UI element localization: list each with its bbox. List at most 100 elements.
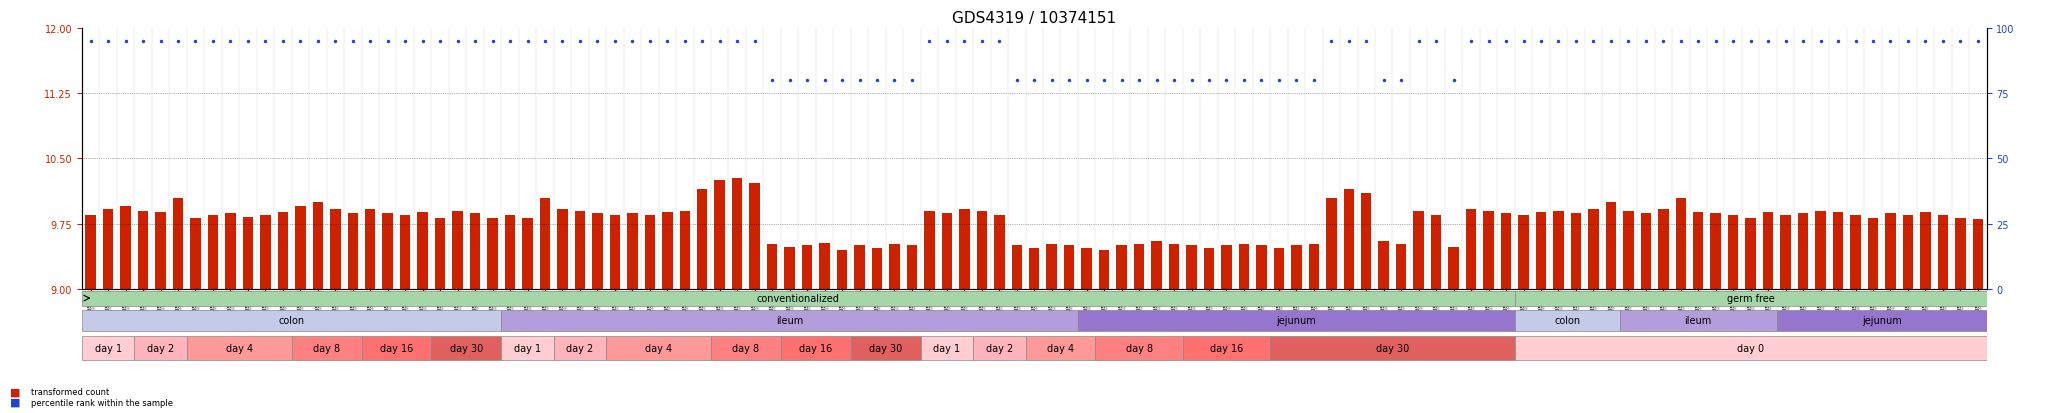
Bar (399, 216, 410, 289)
Bar (803, 246, 813, 289)
Bar (1186, 246, 1196, 289)
Bar (977, 211, 987, 289)
Text: transformed count: transformed count (31, 387, 109, 396)
Bar (137, 211, 147, 289)
Bar (1274, 248, 1284, 289)
Bar (872, 248, 883, 289)
Bar (279, 213, 289, 289)
Bar (1081, 248, 1092, 289)
Bar (348, 214, 358, 289)
Bar (922, 337, 973, 361)
Bar (102, 209, 113, 289)
Bar (575, 211, 586, 289)
Bar (711, 337, 780, 361)
Bar (1501, 214, 1511, 289)
Bar (1659, 209, 1669, 289)
Text: day 1: day 1 (94, 344, 121, 354)
Bar (715, 181, 725, 289)
Text: day 30: day 30 (451, 344, 483, 354)
Bar (1362, 194, 1372, 289)
Bar (1270, 337, 1516, 361)
Bar (1204, 248, 1214, 289)
Bar (418, 213, 428, 289)
Bar (1640, 214, 1651, 289)
Text: day 4: day 4 (645, 344, 672, 354)
Text: day 30: day 30 (868, 344, 903, 354)
Bar (680, 211, 690, 289)
Bar (242, 217, 254, 289)
Bar (606, 337, 711, 361)
Bar (1325, 198, 1337, 289)
Bar (1606, 202, 1616, 289)
Text: ■: ■ (10, 397, 20, 407)
Bar (1886, 214, 1896, 289)
Bar (383, 214, 393, 289)
Bar (121, 207, 131, 289)
Bar (1745, 218, 1755, 289)
Bar (1552, 211, 1565, 289)
Bar (1413, 211, 1423, 289)
Bar (1972, 220, 1982, 289)
Bar (1466, 209, 1477, 289)
Bar (1849, 216, 1862, 289)
Bar (135, 337, 186, 361)
Bar (627, 214, 637, 289)
Bar (696, 189, 707, 289)
Bar (504, 216, 516, 289)
Bar (1026, 337, 1096, 361)
Bar (819, 243, 829, 289)
Bar (1221, 246, 1231, 289)
Text: day 2: day 2 (985, 344, 1014, 354)
Text: day 8: day 8 (313, 344, 340, 354)
Bar (784, 247, 795, 289)
Bar (1833, 213, 1843, 289)
Bar (1378, 241, 1389, 289)
Bar (502, 310, 1077, 331)
Bar (207, 216, 219, 289)
Text: conventionalized: conventionalized (758, 293, 840, 304)
Bar (1571, 214, 1581, 289)
Bar (1518, 216, 1528, 289)
Bar (1047, 244, 1057, 289)
Bar (645, 216, 655, 289)
Bar (1536, 213, 1546, 289)
Text: day 16: day 16 (799, 344, 831, 354)
Bar (502, 337, 553, 361)
Bar (1343, 189, 1354, 289)
Bar (1763, 213, 1774, 289)
Bar (522, 218, 532, 289)
Text: day 4: day 4 (1047, 344, 1073, 354)
Bar (1694, 213, 1704, 289)
Bar (295, 207, 305, 289)
Bar (453, 211, 463, 289)
Bar (487, 218, 498, 289)
Bar (1077, 310, 1516, 331)
Bar (731, 178, 743, 289)
Bar (1096, 337, 1184, 361)
Bar (1028, 248, 1040, 289)
Bar (1309, 244, 1319, 289)
Bar (82, 291, 1516, 306)
Text: day 30: day 30 (1376, 344, 1409, 354)
Bar (172, 198, 182, 289)
Bar (838, 250, 848, 289)
Bar (362, 337, 432, 361)
Bar (907, 246, 918, 289)
Bar (750, 183, 760, 289)
Bar (156, 213, 166, 289)
Bar (1798, 214, 1808, 289)
Bar (1937, 216, 1948, 289)
Bar (541, 198, 551, 289)
Bar (1921, 213, 1931, 289)
Bar (557, 209, 567, 289)
Bar (1516, 310, 1620, 331)
Bar (1432, 216, 1442, 289)
Bar (86, 216, 96, 289)
Bar (973, 337, 1026, 361)
Bar (313, 202, 324, 289)
Bar (434, 218, 444, 289)
Bar (365, 209, 375, 289)
Text: day 2: day 2 (567, 344, 594, 354)
Bar (889, 244, 899, 289)
Bar (1012, 246, 1022, 289)
